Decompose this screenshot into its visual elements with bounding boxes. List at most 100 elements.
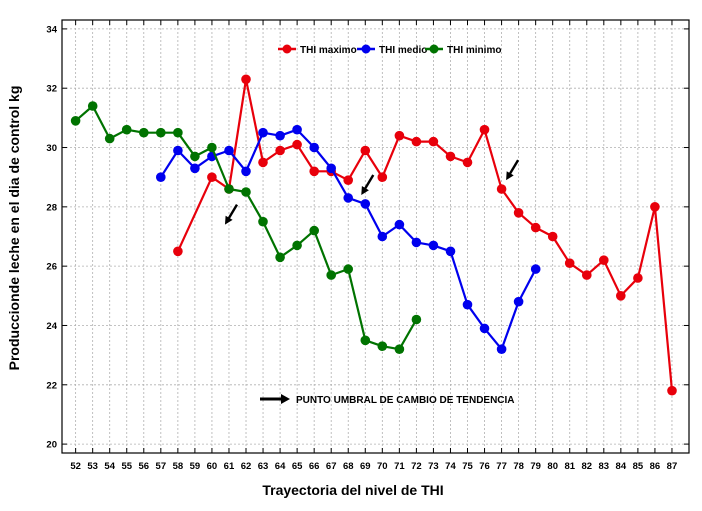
grid-lines xyxy=(62,20,689,453)
x-tick-label: 80 xyxy=(547,461,558,472)
plot-area xyxy=(61,19,690,454)
data-point-thi-maximo xyxy=(547,231,558,242)
y-tick-label: 28 xyxy=(46,202,57,213)
x-axis-title: Trayectoria del nivel de THI xyxy=(262,482,443,498)
threshold-arrow-icon xyxy=(363,174,375,191)
data-point-thi-medio xyxy=(343,193,354,203)
legend-label-thi-minimo: THI minimo xyxy=(447,45,501,56)
data-point-thi-medio xyxy=(173,145,183,156)
x-tick-label: 87 xyxy=(667,461,678,472)
data-point-thi-medio xyxy=(224,145,234,156)
data-point-thi-maximo xyxy=(650,202,660,212)
x-tick-label: 75 xyxy=(462,461,473,472)
data-point-thi-minimo xyxy=(377,341,388,352)
threshold-arrowhead-icon xyxy=(224,215,233,225)
data-point-thi-maximo xyxy=(633,273,643,283)
x-tick-label: 77 xyxy=(496,461,507,472)
x-tick-label: 82 xyxy=(581,461,592,472)
legend-marker-thi-minimo xyxy=(429,44,439,54)
data-point-thi-medio xyxy=(377,231,388,242)
x-tick-label: 74 xyxy=(445,461,456,472)
x-tick-label: 52 xyxy=(70,461,81,472)
data-point-thi-minimo xyxy=(156,127,166,138)
legend: THI maximo THI medio THI minimo xyxy=(278,44,501,56)
data-point-thi-maximo xyxy=(292,139,302,150)
data-point-thi-medio xyxy=(462,299,473,310)
data-point-thi-minimo xyxy=(241,187,251,197)
legend-label-thi-medio: THI medio xyxy=(379,45,427,56)
y-axis-title: Produccionde leche en el dia de control … xyxy=(6,86,22,371)
data-point-thi-maximo xyxy=(616,291,626,301)
data-point-thi-maximo xyxy=(343,175,354,185)
data-point-thi-medio xyxy=(479,323,490,334)
x-tick-label: 68 xyxy=(343,461,354,472)
x-tick-label: 62 xyxy=(241,461,252,472)
data-point-thi-medio xyxy=(258,127,268,138)
x-tick-label: 60 xyxy=(207,461,218,472)
data-point-thi-minimo xyxy=(275,252,285,263)
x-tick-label: 65 xyxy=(292,461,303,472)
data-point-thi-maximo xyxy=(275,145,285,156)
series-layer xyxy=(70,74,677,396)
data-point-thi-maximo xyxy=(462,157,473,168)
data-point-thi-medio xyxy=(275,130,285,141)
annotation-arrowhead-icon xyxy=(281,394,290,404)
y-tick-label: 22 xyxy=(46,380,57,391)
x-tick-label: 69 xyxy=(360,461,371,472)
x-tick-label: 61 xyxy=(224,461,235,472)
data-point-thi-minimo xyxy=(224,184,234,194)
data-point-thi-medio xyxy=(445,246,456,257)
data-point-thi-medio xyxy=(411,237,422,248)
data-point-thi-maximo xyxy=(360,145,371,156)
data-point-thi-maximo xyxy=(411,136,422,147)
data-point-thi-medio xyxy=(530,264,541,274)
data-point-thi-medio xyxy=(360,199,371,209)
x-tick-label: 73 xyxy=(428,461,439,472)
data-point-thi-maximo xyxy=(173,246,183,257)
x-tick-label: 67 xyxy=(326,461,337,472)
data-point-thi-medio xyxy=(428,240,439,251)
y-tick-label: 24 xyxy=(46,321,57,332)
data-point-thi-maximo xyxy=(428,136,439,147)
x-tick-label: 70 xyxy=(377,461,388,472)
annotation-text: PUNTO UMBRAL DE CAMBIO DE TENDENCIA xyxy=(296,395,515,406)
data-point-thi-minimo xyxy=(190,151,200,162)
x-tick-label: 79 xyxy=(530,461,541,472)
y-tick-label: 20 xyxy=(46,440,57,451)
data-point-thi-minimo xyxy=(411,314,422,325)
y-tick-label: 30 xyxy=(46,143,57,154)
data-point-thi-minimo xyxy=(121,124,132,135)
legend-marker-thi-medio xyxy=(361,44,371,54)
x-tick-label: 56 xyxy=(138,461,149,472)
data-point-thi-minimo xyxy=(139,127,149,138)
data-point-thi-medio xyxy=(513,296,524,307)
x-tick-label: 86 xyxy=(650,461,661,472)
data-point-thi-minimo xyxy=(309,225,320,236)
x-tick-label: 57 xyxy=(156,461,167,472)
data-point-thi-medio xyxy=(394,219,405,230)
data-point-thi-medio xyxy=(292,124,302,135)
threshold-arrowhead-icon xyxy=(361,186,369,195)
data-point-thi-medio xyxy=(326,163,337,174)
data-point-thi-maximo xyxy=(564,258,575,269)
data-point-thi-maximo xyxy=(582,270,592,280)
data-point-thi-minimo xyxy=(343,264,354,274)
data-point-thi-maximo xyxy=(394,130,405,141)
data-point-thi-maximo xyxy=(599,255,609,265)
data-point-thi-minimo xyxy=(258,216,268,227)
data-point-thi-maximo xyxy=(513,208,524,218)
x-tick-label: 64 xyxy=(275,461,286,472)
data-point-thi-minimo xyxy=(87,101,98,111)
x-tick-label: 83 xyxy=(599,461,610,472)
x-tick-label: 81 xyxy=(564,461,575,472)
x-tick-label: 53 xyxy=(87,461,98,472)
data-point-thi-maximo xyxy=(309,166,320,177)
data-point-thi-maximo xyxy=(241,74,251,85)
annotation-legend: PUNTO UMBRAL DE CAMBIO DE TENDENCIA xyxy=(260,394,515,406)
data-point-thi-minimo xyxy=(70,116,81,126)
x-tick-label: 59 xyxy=(190,461,201,472)
data-point-thi-minimo xyxy=(173,127,183,138)
x-tick-label: 55 xyxy=(121,461,132,472)
threshold-arrowhead-icon xyxy=(506,171,514,181)
y-tick-label: 32 xyxy=(46,84,57,95)
